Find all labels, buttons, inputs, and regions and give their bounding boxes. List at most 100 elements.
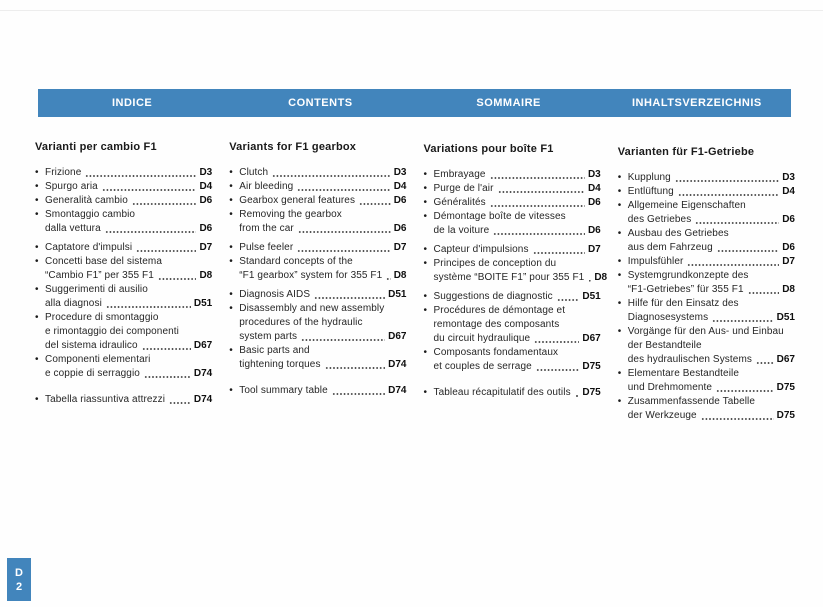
page-ref: D6 [393, 223, 407, 234]
dot-leader [532, 243, 585, 257]
entry-text: Procédures de démontage et [433, 305, 566, 316]
bullet-icon: • [35, 181, 39, 192]
column-heading: Varianti per cambio F1 [35, 141, 157, 153]
toc-entry: • Généralités D6 [424, 196, 601, 210]
dot-leader [272, 166, 391, 180]
page-ref: D67 [776, 354, 795, 365]
line-indent [35, 325, 45, 339]
toc-header-bar: INDICE CONTENTS SOMMAIRE INHALTSVERZEICH… [38, 89, 791, 117]
entry-text: Zusammenfassende Tabelle [627, 396, 756, 407]
toc-column-italian: Varianti per cambio F1 • Frizione D3 • Spurg… [35, 141, 212, 423]
dot-leader [747, 283, 780, 297]
page-ref: D4 [393, 181, 407, 192]
entry-text: Tool summary table [239, 385, 328, 396]
dot-leader [136, 241, 197, 255]
page-ref: D6 [782, 214, 795, 225]
entry-text: Frizione [45, 167, 82, 178]
bullet-icon: • [229, 242, 233, 253]
bullet-icon: • [617, 270, 622, 281]
entry-text: Démontage boîte de vitesses [433, 211, 566, 222]
toc-entry: • Capteur d'impulsions D7 [424, 243, 601, 257]
line-indent [35, 297, 45, 311]
line-indent [35, 339, 45, 353]
toc-entry: • Tabella riassuntiva attrezzi D74 [35, 393, 212, 407]
entry-text: “F1 gearbox” system for 355 F1 [239, 270, 383, 281]
dot-leader [497, 182, 585, 196]
bullet-icon: • [617, 326, 622, 337]
line-indent [35, 367, 45, 381]
page-ref: D8 [393, 270, 407, 281]
entry-text: Capteur d'impulsions [433, 244, 529, 255]
toc-entry: • Kupplung D3 [618, 171, 795, 185]
entry-text: Suggerimenti di ausilio [45, 284, 148, 295]
entry-text: dalla vettura [45, 223, 101, 234]
bullet-icon: • [423, 291, 428, 302]
dot-leader [687, 255, 780, 269]
toc-entry: • Clutch D3 [229, 166, 407, 180]
toc-entry: • Basic parts and tightening torques D74 [229, 344, 407, 372]
bullet-icon: • [617, 368, 622, 379]
header-label-inhaltsverzeichnis: INHALTSVERZEICHNIS [631, 97, 762, 109]
header-label-contents: CONTENTS [288, 97, 353, 109]
entry-text: Smontaggio cambio [45, 209, 136, 220]
page-number-tab: D 2 [7, 558, 31, 601]
toc-entry: • Purge de l'air D4 [424, 182, 601, 196]
entry-text: Impulsfühler [627, 256, 684, 267]
dot-leader [493, 224, 585, 238]
toc-entry: • Elementare Bestandteile und Drehmomente D… [618, 367, 795, 395]
toc-column-german: Varianten für F1-Getriebe • Kupplung D3 • En… [618, 141, 795, 423]
dot-leader [574, 386, 580, 400]
toc-entry: • Vorgänge für den Aus- und Einbau der Bes… [618, 325, 795, 367]
dot-leader [695, 213, 780, 227]
bullet-icon: • [423, 305, 428, 316]
dot-leader [314, 288, 386, 302]
entry-text: Basic parts and [239, 345, 310, 356]
entry-text: Standard concepts of the [239, 256, 353, 267]
dot-leader [677, 185, 780, 199]
entry-text: e coppie di serraggio [45, 368, 140, 379]
toc-entry: • Smontaggio cambio dalla vettura D6 [35, 208, 212, 236]
dot-leader [143, 367, 191, 381]
bullet-icon: • [35, 256, 39, 267]
bullet-icon: • [617, 186, 622, 197]
entry-text: tightening torques [239, 359, 321, 370]
toc-item-list: • Frizione D3 • Spurgo aria D4 • Generalità cam… [35, 166, 212, 407]
entry-text: Removing the gearbox [239, 209, 342, 220]
toc-entry: • Tableau récapitulatif des outils D75 [424, 386, 601, 400]
bullet-icon: • [35, 354, 39, 365]
toc-entry: • Embrayage D3 [424, 168, 601, 182]
bullet-icon: • [617, 256, 622, 267]
page-ref: D7 [587, 244, 601, 255]
bullet-icon: • [229, 345, 233, 356]
line-indent [618, 241, 628, 255]
page-ref: D8 [782, 284, 795, 295]
dot-leader [169, 393, 191, 407]
toc-entry: • Suggerimenti di ausilio alla diagnosi D51 [35, 283, 212, 311]
entry-text: from the car [239, 223, 294, 234]
page-ref: D74 [388, 359, 407, 370]
page-ref: D6 [587, 225, 601, 236]
entry-text: système “BOITE F1” pour 355 F1 [433, 272, 585, 283]
page-ref: D4 [199, 181, 213, 192]
toc-item-list: • Embrayage D3 • Purge de l'air D4 • Généralité… [423, 168, 607, 400]
page-ref: D75 [582, 387, 601, 398]
page-ref: D6 [199, 195, 213, 206]
dot-leader [324, 358, 386, 372]
bullet-icon: • [229, 167, 233, 178]
page-ref: D67 [582, 333, 601, 344]
dot-leader [131, 194, 197, 208]
page-ref: D6 [199, 223, 213, 234]
column-heading: Variations pour boîte F1 [423, 143, 554, 155]
toc-entry: • Captatore d'impulsi D7 [35, 241, 212, 255]
dot-leader [712, 311, 774, 325]
entry-text: del sistema idraulico [45, 340, 138, 351]
line-indent [424, 360, 434, 374]
entry-text: Diagnosesystems [627, 312, 709, 323]
page-ref: D75 [776, 410, 795, 421]
entry-text: Clutch [239, 167, 269, 178]
entry-text: e rimontaggio dei componenti [45, 326, 179, 337]
dot-leader [535, 360, 580, 374]
page-tab-number: 2 [15, 580, 23, 593]
bullet-icon: • [35, 284, 39, 295]
bullet-icon: • [229, 289, 233, 300]
